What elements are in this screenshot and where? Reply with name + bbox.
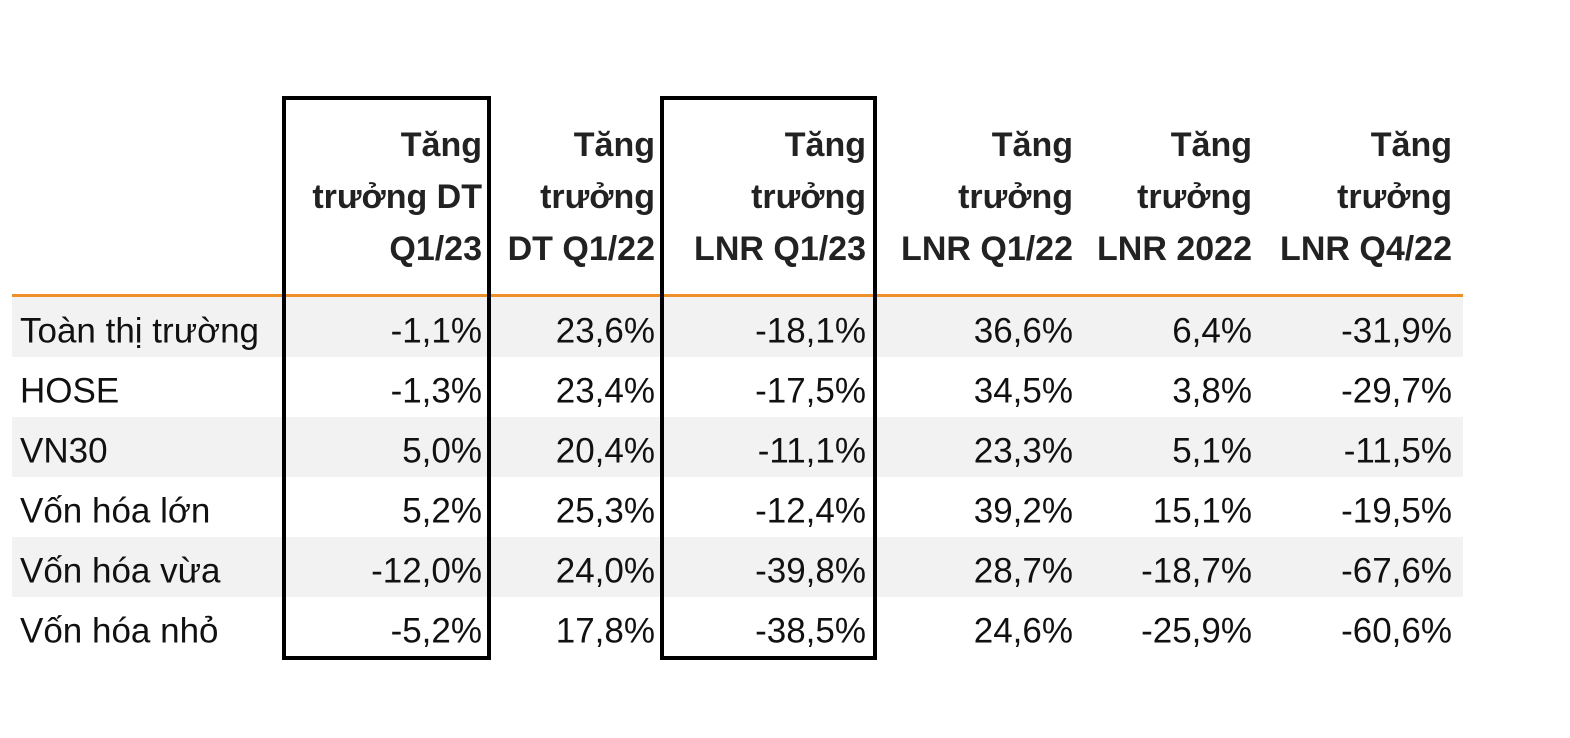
row-label: Toàn thị trường [20, 311, 259, 350]
cell: -31,9% [1341, 311, 1452, 350]
row-label: Vốn hóa vừa [20, 551, 221, 590]
cell: 23,4% [556, 371, 655, 410]
cell: 36,6% [974, 311, 1073, 350]
column-header: Tăng [401, 126, 482, 164]
cell: 24,0% [556, 551, 655, 590]
cell: -17,5% [755, 371, 866, 410]
column-header: LNR Q1/23 [694, 230, 866, 268]
cell: 25,3% [556, 491, 655, 530]
cell: -11,5% [1344, 431, 1452, 470]
cell: 15,1% [1153, 491, 1252, 530]
cell: -19,5% [1341, 491, 1452, 530]
cell: -18,1% [755, 311, 866, 350]
row-label: HOSE [20, 371, 119, 410]
cell: 6,4% [1172, 311, 1252, 350]
cell: -1,1% [391, 311, 482, 350]
column-header: Tăng [785, 126, 866, 164]
cell: -12,0% [371, 551, 482, 590]
cell: 34,5% [974, 371, 1073, 410]
column-header: Q1/23 [389, 230, 482, 268]
cell: 23,6% [556, 311, 655, 350]
column-header: Tăng [992, 126, 1073, 164]
cell: 39,2% [974, 491, 1073, 530]
row-label: VN30 [20, 431, 108, 470]
cell: 23,3% [974, 431, 1073, 470]
cell: -38,5% [755, 611, 866, 650]
cell: 20,4% [556, 431, 655, 470]
cell: 24,6% [974, 611, 1073, 650]
row-band [12, 297, 1463, 357]
column-header: LNR Q4/22 [1280, 230, 1452, 268]
column-header: trưởng [751, 178, 866, 216]
cell: -25,9% [1141, 611, 1252, 650]
row-band [12, 417, 1463, 477]
highlight-box [282, 96, 491, 660]
column-header: Tăng [1171, 126, 1252, 164]
cell: -60,6% [1341, 611, 1452, 650]
column-header: LNR 2022 [1097, 230, 1252, 268]
cell: -12,4% [755, 491, 866, 530]
cell: 5,1% [1172, 431, 1252, 470]
column-header: trưởng [540, 178, 655, 216]
column-header: DT Q1/22 [508, 230, 655, 268]
row-band [12, 537, 1463, 597]
cell: 28,7% [974, 551, 1073, 590]
column-header: LNR Q1/22 [901, 230, 1073, 268]
column-header: trưởng DT [312, 178, 482, 216]
cell: 17,8% [556, 611, 655, 650]
cell: 5,0% [402, 431, 482, 470]
cell: -5,2% [391, 611, 482, 650]
row-label: Vốn hóa nhỏ [20, 611, 219, 650]
row-label: Vốn hóa lớn [20, 491, 210, 530]
column-header: Tăng [574, 126, 655, 164]
column-header: trưởng [958, 178, 1073, 216]
highlight-box [660, 96, 877, 660]
cell: -39,8% [755, 551, 866, 590]
cell: 3,8% [1172, 371, 1252, 410]
cell: 5,2% [402, 491, 482, 530]
cell: -18,7% [1141, 551, 1252, 590]
column-header: trưởng [1337, 178, 1452, 216]
cell: -67,6% [1341, 551, 1452, 590]
cell: -29,7% [1341, 371, 1452, 410]
cell: -1,3% [391, 371, 482, 410]
column-header: Tăng [1371, 126, 1452, 164]
cell: -11,1% [758, 431, 866, 470]
column-header: trưởng [1137, 178, 1252, 216]
